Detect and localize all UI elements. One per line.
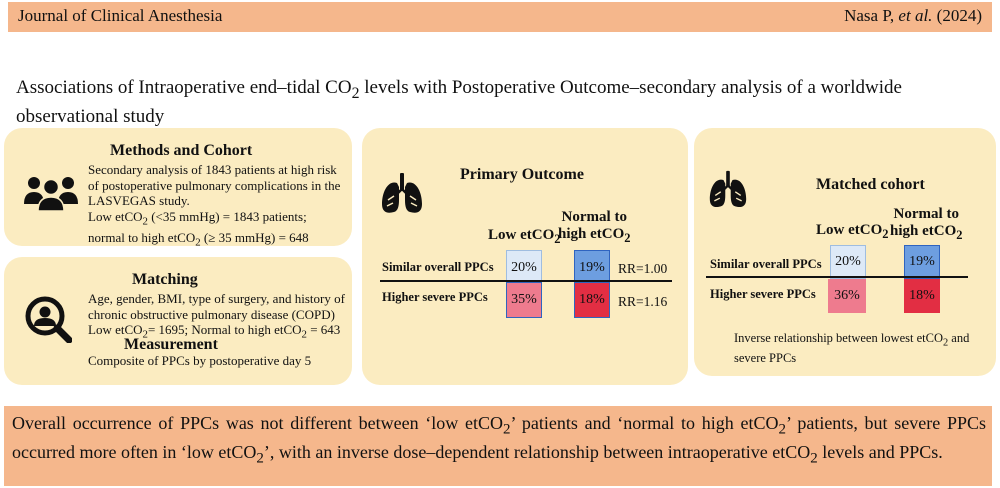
matched-row1-high-cell: 19% bbox=[904, 245, 940, 279]
user-search-icon bbox=[25, 296, 72, 343]
citation-authors: Nasa P, bbox=[844, 6, 895, 25]
methods-heading: Methods and Cohort bbox=[110, 142, 253, 159]
citation: Nasa P, et al. (2024) bbox=[844, 6, 982, 26]
header-bar: Journal of Clinical Anesthesia Nasa P, e… bbox=[8, 2, 992, 32]
lungs-icon bbox=[709, 170, 747, 208]
matching-description: Age, gender, BMI, type of surgery, and h… bbox=[88, 291, 345, 341]
primary-row1-rr: RR=1.00 bbox=[618, 261, 668, 276]
matched-col-low: Low etCO2 bbox=[816, 222, 889, 241]
primary-row2-high-cell: 18% bbox=[574, 282, 610, 318]
matching-heading: Matching bbox=[132, 271, 198, 288]
matched-row2-high-cell: 18% bbox=[904, 279, 940, 313]
conclusion-bar: Overall occurrence of PPCs was not diffe… bbox=[4, 406, 992, 486]
matching-panel: Matching Age, gender, BMI, type of surge… bbox=[4, 257, 352, 385]
methods-description: Secondary analysis of 1843 patients at h… bbox=[88, 162, 341, 249]
primary-row2-label: Higher severe PPCs bbox=[382, 290, 488, 304]
matched-col-high: Normal to high etCO2 bbox=[890, 206, 963, 242]
matched-row1-label: Similar overall PPCs bbox=[710, 257, 822, 271]
primary-heading: Primary Outcome bbox=[460, 166, 584, 183]
lungs-icon bbox=[382, 173, 422, 213]
primary-outcome-panel: Primary Outcome Low etCO2 Normal to high … bbox=[362, 128, 688, 385]
measurement-heading: Measurement bbox=[124, 336, 218, 353]
primary-row2-rr: RR=1.16 bbox=[618, 294, 668, 309]
measurement-description: Composite of PPCs by postoperative day 5 bbox=[88, 353, 312, 368]
citation-etal: et al. bbox=[898, 6, 933, 25]
matched-cohort-panel: Matched cohort Low etCO2 Normal to high e… bbox=[694, 128, 996, 376]
matched-heading: Matched cohort bbox=[816, 176, 925, 193]
methods-panel: Methods and Cohort Secondary analysis of… bbox=[4, 128, 352, 248]
page-title: Associations of Intraoperative end–tidal… bbox=[16, 77, 902, 127]
matched-row2-label: Higher severe PPCs bbox=[710, 287, 816, 301]
primary-row1-label: Similar overall PPCs bbox=[382, 260, 494, 274]
people-group-icon bbox=[24, 177, 78, 212]
matched-note: Inverse relationship between lowest etCO… bbox=[734, 331, 970, 365]
primary-row2-low-cell: 35% bbox=[506, 282, 542, 318]
conclusion-text: Overall occurrence of PPCs was not diffe… bbox=[12, 413, 986, 467]
primary-col-low: Low etCO2 bbox=[488, 227, 561, 246]
primary-col-high: Normal to high etCO2 bbox=[558, 209, 631, 245]
matched-row2-low-cell: 36% bbox=[828, 279, 866, 313]
primary-divider bbox=[380, 280, 672, 282]
citation-year: (2024) bbox=[936, 6, 982, 25]
matched-row1-low-cell: 20% bbox=[830, 245, 866, 279]
matched-divider bbox=[706, 276, 968, 278]
journal-name: Journal of Clinical Anesthesia bbox=[18, 6, 223, 25]
